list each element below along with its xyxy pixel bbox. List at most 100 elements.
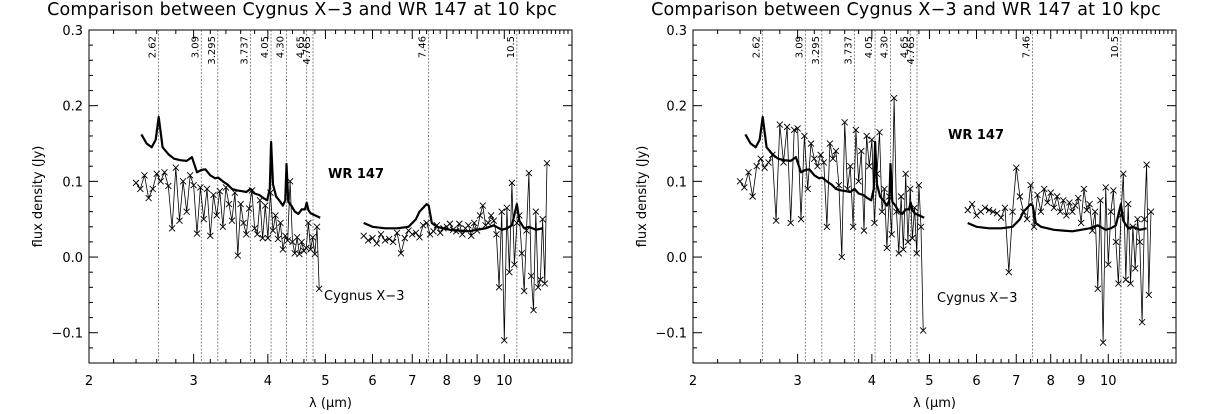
data-point-marker	[153, 170, 161, 178]
y-tick-label: −0.1	[655, 327, 687, 342]
data-point-marker	[783, 123, 791, 131]
data-point-marker	[369, 234, 376, 242]
data-point-marker	[844, 185, 851, 193]
data-point-marker	[408, 231, 416, 238]
data-point-marker	[210, 191, 217, 199]
data-point-marker	[264, 234, 272, 242]
data-point-marker	[419, 221, 427, 229]
data-point-marker	[274, 235, 282, 243]
data-point-marker	[467, 232, 475, 240]
data-point-marker	[1034, 191, 1041, 199]
y-tick-label: 0.1	[666, 175, 687, 190]
data-point-marker	[490, 217, 498, 225]
data-point-marker	[865, 162, 873, 170]
reference-line-label: 3.737	[239, 36, 250, 65]
data-point-marker	[847, 162, 854, 170]
data-point-marker	[814, 162, 821, 170]
data-point-marker	[534, 283, 542, 291]
data-point-marker	[1112, 238, 1120, 246]
data-point-marker	[313, 223, 321, 231]
x-tick-label: 4	[868, 374, 876, 389]
data-point-marker	[377, 231, 385, 238]
y-tick-label: 0.0	[666, 251, 687, 266]
data-point-marker	[219, 223, 227, 231]
reference-line-label: 4.65	[296, 36, 307, 58]
data-point-marker	[906, 185, 914, 193]
data-point-marker	[1086, 200, 1093, 208]
x-tick-label: 8	[443, 374, 451, 389]
data-point-marker	[296, 250, 303, 258]
reference-line-label: 4.05	[864, 36, 875, 58]
reference-line-label: 3.737	[843, 36, 854, 65]
data-point-marker	[1122, 276, 1130, 284]
data-point-marker	[216, 187, 224, 195]
data-point-marker	[904, 238, 912, 246]
data-point-marker	[493, 231, 500, 238]
data-point-marker	[506, 268, 513, 276]
data-point-marker	[1102, 184, 1110, 191]
data-point-marker	[237, 200, 244, 208]
data-point-marker	[776, 121, 784, 128]
data-point-marker	[964, 206, 972, 214]
data-point-marker	[1027, 181, 1034, 189]
data-point-marker	[915, 181, 923, 189]
data-point-marker	[516, 212, 523, 219]
data-point-marker	[801, 132, 808, 140]
data-point-marker	[849, 223, 857, 231]
data-point-marker	[518, 249, 526, 257]
data-point-marker	[1012, 164, 1020, 172]
data-point-marker	[449, 226, 457, 234]
data-point-marker	[885, 193, 893, 200]
data-point-marker	[523, 227, 530, 234]
data-point-marker	[183, 208, 190, 215]
data-point-marker	[878, 208, 886, 215]
y-axis-label: flux density (Jy)	[31, 146, 46, 248]
data-point-marker	[179, 178, 187, 185]
data-point-marker	[787, 219, 794, 227]
data-point-marker	[186, 171, 194, 179]
data-point-marker	[315, 285, 323, 293]
data-point-marker	[243, 231, 250, 238]
data-point-marker	[136, 185, 144, 193]
data-point-marker	[172, 164, 180, 172]
x-tick-label: 9	[473, 374, 481, 389]
data-point-marker	[373, 240, 381, 247]
data-point-marker	[820, 159, 828, 166]
chart-title: Comparison between Cygnus X−3 and WR 147…	[651, 0, 1161, 20]
data-point-marker	[513, 219, 521, 227]
data-point-marker	[765, 159, 772, 166]
x-axis-label: λ (μm)	[913, 396, 956, 411]
data-point-marker	[855, 178, 862, 185]
data-point-marker	[385, 235, 393, 243]
data-point-marker	[1115, 280, 1122, 287]
data-point-marker	[1124, 200, 1132, 208]
data-point-marker	[470, 219, 478, 227]
data-point-marker	[897, 193, 905, 200]
data-point-marker	[251, 224, 258, 232]
data-point-marker	[881, 185, 888, 193]
data-point-marker	[794, 125, 801, 132]
data-point-marker	[311, 250, 319, 258]
x-tick-label: 3	[189, 374, 197, 389]
data-point-marker	[736, 178, 744, 185]
data-point-marker	[1131, 265, 1139, 272]
data-point-marker	[1110, 187, 1117, 194]
data-point-marker	[1044, 199, 1051, 206]
data-point-marker	[902, 170, 909, 178]
data-point-marker	[807, 140, 815, 147]
data-point-marker	[1083, 206, 1091, 214]
reference-line-label: 4.765	[302, 36, 313, 65]
data-point-marker	[149, 185, 157, 193]
reference-line-label: 4.30	[880, 36, 891, 58]
data-point-marker	[968, 200, 976, 208]
data-point-marker	[532, 208, 540, 215]
data-point-marker	[876, 128, 883, 136]
data-point-marker	[416, 234, 423, 241]
data-point-marker	[465, 221, 472, 229]
data-point-marker	[883, 244, 891, 252]
data-point-marker	[835, 181, 843, 189]
data-point-marker	[1071, 202, 1079, 209]
data-point-marker	[769, 151, 776, 159]
data-point-marker	[267, 189, 274, 197]
x-tick-label: 2	[85, 374, 93, 389]
